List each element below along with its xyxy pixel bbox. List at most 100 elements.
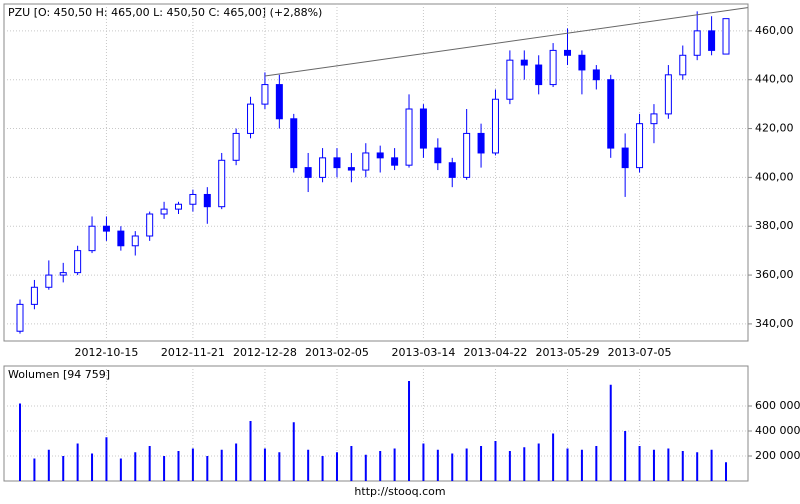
- y-tick-label: 440,00: [755, 73, 794, 86]
- volume-bar: [451, 453, 454, 481]
- volume-panel: [3, 365, 749, 482]
- volume-bar: [537, 443, 540, 481]
- volume-bar: [134, 452, 137, 481]
- trendline: [264, 7, 748, 77]
- candle-body: [247, 103, 255, 134]
- x-tick-label: 2012-12-28: [233, 346, 297, 359]
- candle-body: [434, 147, 442, 164]
- candle-body: [146, 213, 154, 237]
- volume-bar: [249, 421, 252, 481]
- footer: http://stooq.com: [354, 485, 445, 498]
- volume-bar: [379, 451, 382, 481]
- volume-bar: [235, 443, 238, 481]
- candle-body: [491, 98, 499, 154]
- candle-body: [117, 230, 125, 247]
- candle-body: [405, 108, 413, 166]
- candle-body: [290, 118, 298, 169]
- volume-bar: [177, 451, 180, 481]
- candle-body: [636, 123, 644, 169]
- y-tick-label: 400,00: [755, 170, 794, 183]
- x-tick-label: 2013-02-05: [305, 346, 369, 359]
- x-tick-label: 2012-10-15: [74, 346, 138, 359]
- volume-bar: [480, 446, 483, 481]
- volume-bar: [206, 456, 209, 481]
- volume-bar: [76, 443, 79, 481]
- volume-bar: [667, 448, 670, 481]
- candle-body: [304, 167, 312, 178]
- candle-body: [218, 159, 226, 208]
- candle-body: [261, 84, 269, 105]
- candle-body: [477, 132, 485, 154]
- volume-bar: [191, 448, 194, 481]
- volume-bar: [163, 456, 166, 481]
- candle-body: [347, 167, 355, 171]
- candle-body: [376, 152, 384, 159]
- volume-bar: [494, 441, 497, 481]
- volume-bar: [335, 452, 338, 481]
- candle-body: [131, 235, 139, 247]
- volume-bar: [350, 446, 353, 481]
- volume-bar: [595, 446, 598, 481]
- candle-body: [549, 49, 557, 86]
- candle-body: [506, 59, 514, 100]
- candle-body: [30, 286, 38, 305]
- candle-body: [333, 157, 341, 169]
- y-tick-label: 420,00: [755, 122, 794, 135]
- candle-body: [679, 54, 687, 76]
- volume-bar: [278, 452, 281, 481]
- candle-body: [664, 74, 672, 115]
- candle-body: [693, 30, 701, 56]
- price-title: PZU [O: 450,50 H: 465,00 L: 450,50 C: 46…: [8, 6, 322, 19]
- candle-body: [578, 54, 586, 71]
- volume-bar: [364, 454, 367, 481]
- candle-body: [362, 152, 370, 171]
- candle-body: [102, 225, 110, 232]
- y-tick-label: 400 000: [755, 424, 800, 437]
- volume-bar: [710, 449, 713, 481]
- volume-bar: [62, 456, 65, 481]
- candle-body: [564, 49, 572, 56]
- volume-bar: [47, 449, 50, 481]
- candle-body: [203, 193, 211, 208]
- volume-bar: [552, 433, 555, 481]
- candle-body: [650, 113, 658, 125]
- x-tick-label: 2013-04-22: [464, 346, 528, 359]
- volume-bar: [408, 381, 411, 481]
- candle-body: [592, 69, 600, 81]
- volume-bar: [393, 448, 396, 481]
- candle-body: [232, 132, 240, 161]
- volume-bar: [422, 443, 425, 481]
- candle-body: [391, 157, 399, 166]
- x-tick-label: 2012-11-21: [161, 346, 225, 359]
- candle-body: [621, 147, 629, 169]
- x-tick-label: 2013-05-29: [536, 346, 600, 359]
- volume-bar: [652, 449, 655, 481]
- candle-body: [708, 30, 716, 51]
- volume-bar: [681, 451, 684, 481]
- candle-body: [535, 64, 543, 86]
- y-tick-label: 360,00: [755, 268, 794, 281]
- volume-bar: [321, 456, 324, 481]
- x-tick-label: 2013-07-05: [608, 346, 672, 359]
- candle-body: [88, 225, 96, 252]
- candle-body: [607, 79, 615, 149]
- price-panel: [3, 3, 749, 342]
- volume-bar: [508, 451, 511, 481]
- volume-bar: [105, 437, 108, 481]
- volume-bar: [624, 431, 627, 481]
- x-tick-label: 2013-03-14: [391, 346, 455, 359]
- candle-body: [174, 203, 182, 210]
- y-tick-label: 380,00: [755, 219, 794, 232]
- y-tick-label: 460,00: [755, 24, 794, 37]
- volume-bar: [696, 452, 699, 481]
- volume-bar: [609, 384, 612, 481]
- candle-body: [59, 272, 67, 276]
- volume-bar: [33, 458, 36, 481]
- candle-body: [319, 157, 327, 178]
- volume-bar: [292, 422, 295, 481]
- volume-bar: [725, 462, 727, 481]
- volume-bar: [465, 448, 468, 481]
- candle-body: [45, 274, 53, 288]
- volume-bar: [220, 449, 223, 481]
